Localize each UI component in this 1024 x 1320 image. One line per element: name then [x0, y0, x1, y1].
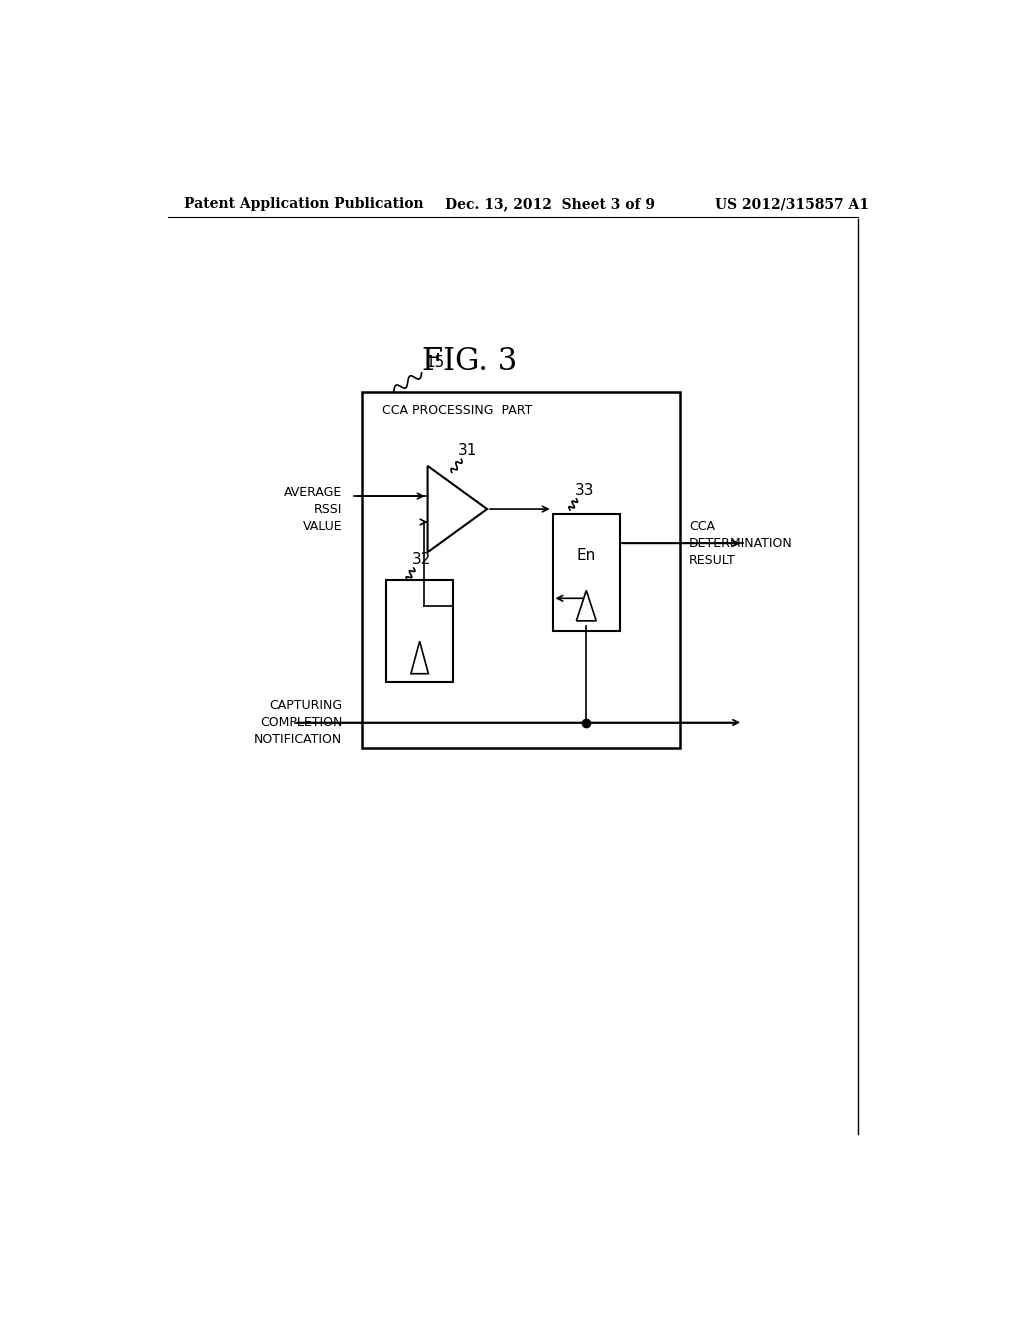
Text: FIG. 3: FIG. 3: [422, 346, 517, 378]
Text: 31: 31: [458, 444, 477, 458]
Text: US 2012/315857 A1: US 2012/315857 A1: [715, 197, 869, 211]
Bar: [386, 581, 454, 682]
Text: Dec. 13, 2012  Sheet 3 of 9: Dec. 13, 2012 Sheet 3 of 9: [445, 197, 655, 211]
Text: CCA
DETERMINATION
RESULT: CCA DETERMINATION RESULT: [689, 520, 793, 566]
Text: CCA PROCESSING  PART: CCA PROCESSING PART: [382, 404, 532, 417]
Text: Patent Application Publication: Patent Application Publication: [183, 197, 423, 211]
Text: CAPTURING
COMPLETION
NOTIFICATION: CAPTURING COMPLETION NOTIFICATION: [254, 700, 342, 746]
Text: AVERAGE
RSSI
VALUE: AVERAGE RSSI VALUE: [284, 486, 342, 532]
Text: 33: 33: [574, 483, 594, 498]
Bar: [553, 515, 621, 631]
Text: En: En: [577, 548, 596, 562]
Text: 32: 32: [412, 552, 431, 568]
Text: 15: 15: [426, 355, 444, 370]
Bar: [362, 392, 680, 748]
